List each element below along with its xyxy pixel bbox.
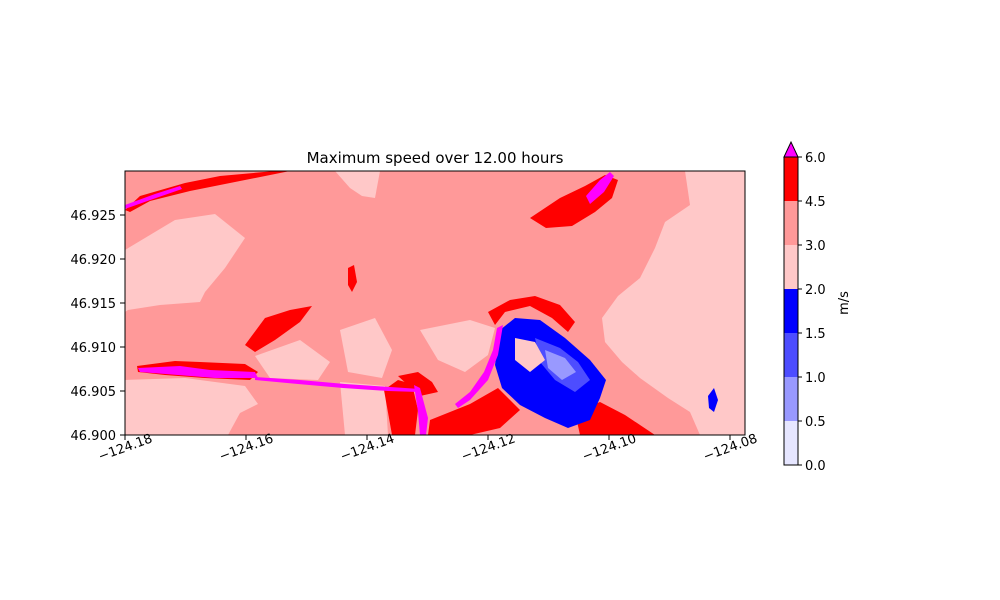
field-zone-red-spit — [398, 372, 438, 396]
field-zone-red-speck-1 — [348, 265, 357, 292]
field-zone-light-right — [602, 171, 745, 435]
colorbar-extend-arrow — [783, 140, 799, 158]
colorbar-segment — [784, 333, 798, 377]
field-zone-light-inlet-core — [515, 338, 545, 372]
y-tick-label: 46.910 — [71, 341, 117, 356]
y-tick-label: 46.905 — [71, 385, 117, 400]
field-zone-light-center — [340, 318, 392, 378]
colorbar-tick-label: 0.0 — [805, 459, 826, 474]
x-axis: −124.18 −124.16 −124.14 −124.12 −124.10 … — [96, 431, 759, 464]
colorbar-segment — [784, 201, 798, 245]
colorbar: 0.0 0.5 1.0 1.5 2.0 3.0 4.5 6.0 — [783, 140, 826, 474]
field-zone-light-left — [125, 214, 245, 312]
field-zone-red-inlet-rim — [488, 296, 575, 332]
colorbar-tick-label: 3.0 — [805, 239, 826, 254]
chart-title: Maximum speed over 12.00 hours — [307, 149, 564, 167]
field-zone-magenta-channel-line — [255, 377, 420, 392]
field-zone-magenta-channel-left — [138, 366, 258, 378]
speed-map — [125, 171, 745, 435]
y-axis: 46.900 46.905 46.910 46.915 46.920 46.92… — [71, 209, 125, 444]
y-tick-label: 46.925 — [71, 209, 117, 224]
field-zone-magenta-top-right — [586, 172, 614, 204]
field-zone-red-southeast — [575, 402, 655, 435]
field-zone-blue-east — [708, 388, 718, 412]
colorbar-segment — [784, 377, 798, 421]
colorbar-segment — [784, 245, 798, 289]
field-zone-red-channel-top — [125, 171, 290, 212]
field-zone-magenta-inlet-edge — [455, 325, 503, 408]
field-zone-light-lower-left — [125, 378, 258, 435]
colorbar-tick-label: 4.5 — [805, 195, 826, 210]
field-zone-light-mid — [255, 340, 330, 380]
field-zone-light-inlet — [420, 320, 495, 372]
colorbar-outline — [783, 156, 799, 466]
field-zone-light-top — [335, 171, 380, 198]
field-zone-red-inlet-bottom — [428, 388, 520, 435]
field-zone-magenta-jetty — [414, 385, 428, 435]
field-zone-red-shoal — [384, 380, 418, 435]
field-zone-blue-inlet-pale — [545, 350, 576, 380]
y-tick-label: 46.915 — [71, 297, 117, 312]
colorbar-tick-label: 1.5 — [805, 327, 826, 342]
colorbar-tick-label: 2.0 — [805, 283, 826, 298]
field-zone-magenta-top-left — [125, 186, 182, 209]
field-zone-red-island-left — [245, 306, 312, 352]
colorbar-segment — [784, 289, 798, 333]
colorbar-segment — [784, 157, 798, 201]
field-zone-light-bottom — [340, 382, 388, 435]
colorbar-tick-label: 6.0 — [805, 151, 826, 166]
colorbar-label: m/s — [837, 291, 852, 315]
colorbar-segment — [784, 421, 798, 465]
y-tick-label: 46.900 — [71, 429, 117, 444]
colorbar-tick-label: 1.0 — [805, 371, 826, 386]
colorbar-tick-label: 0.5 — [805, 415, 826, 430]
y-tick-label: 46.920 — [71, 253, 117, 268]
